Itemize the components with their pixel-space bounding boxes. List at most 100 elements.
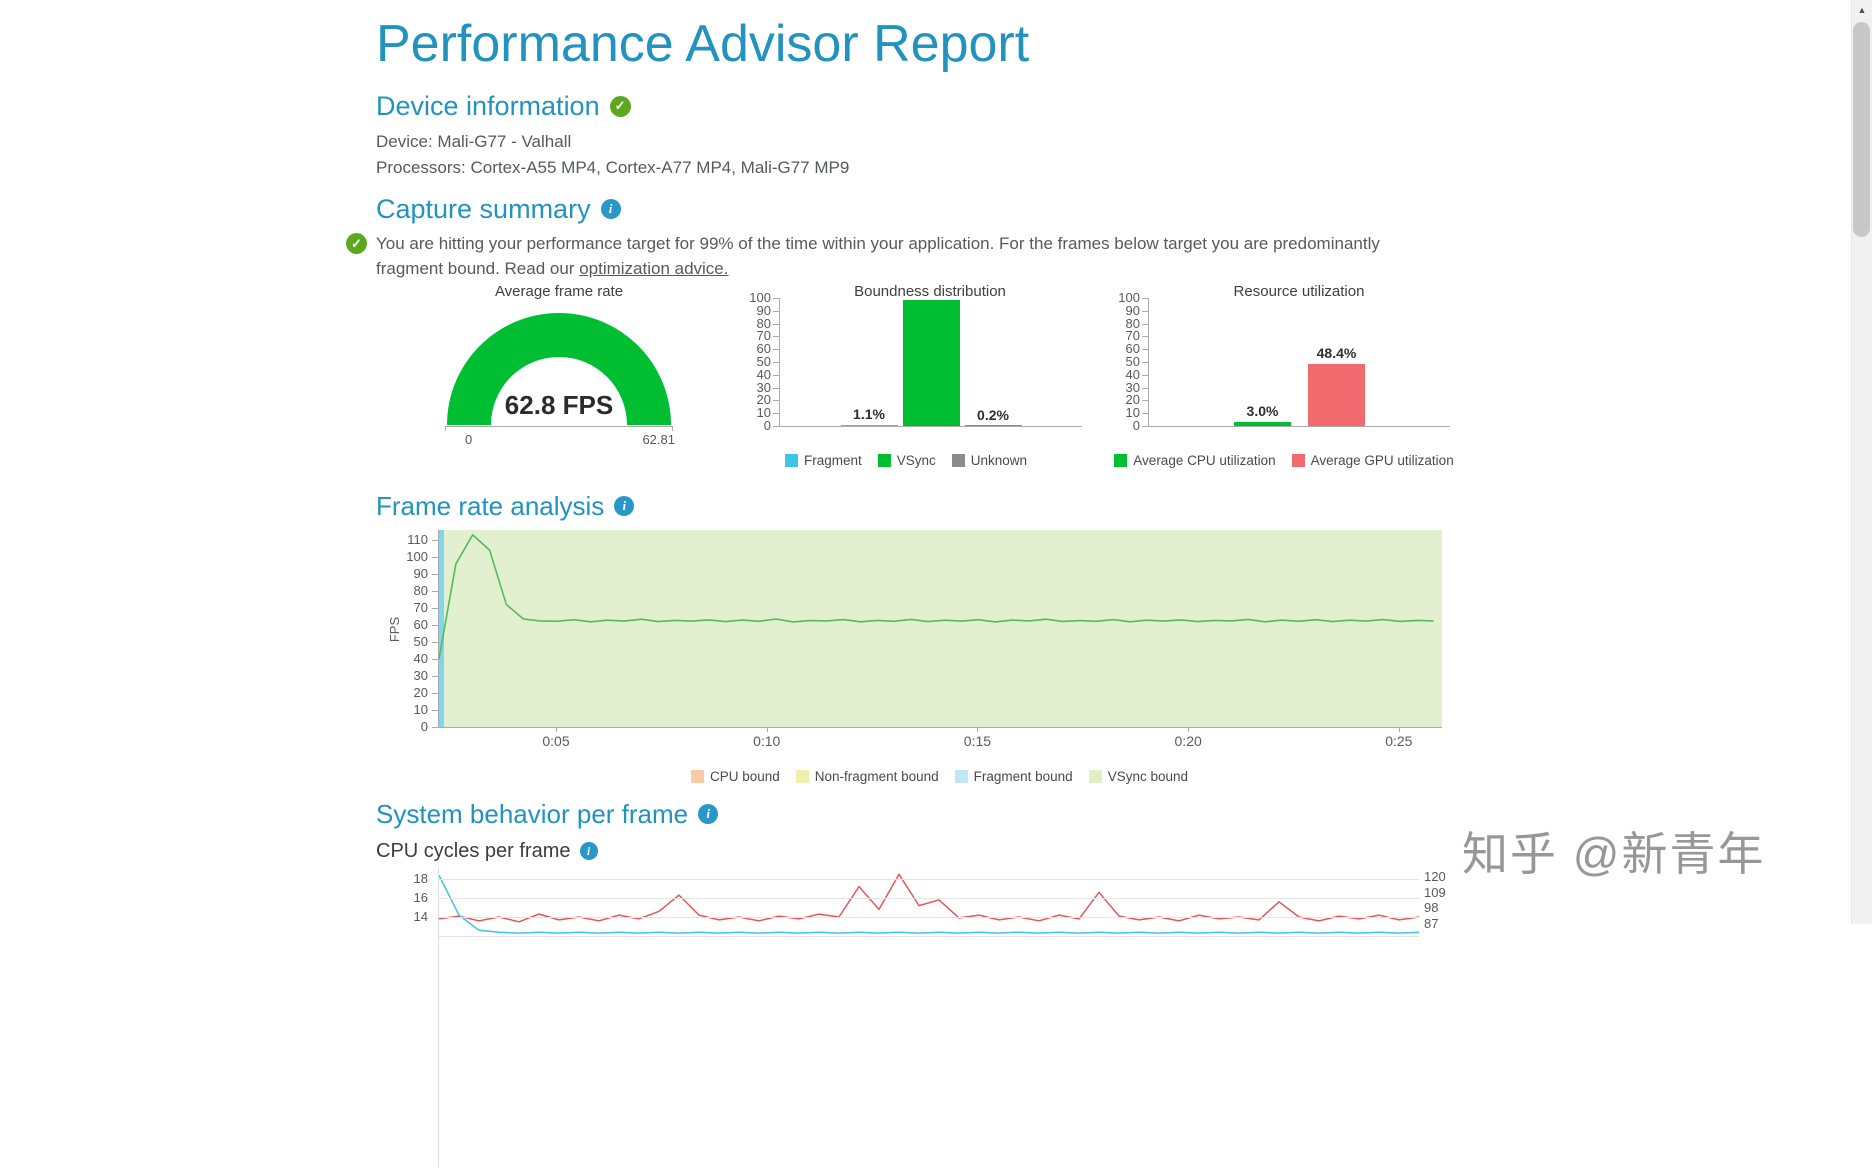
y-tick-mark <box>1142 323 1148 325</box>
y-tick-label: 16 <box>413 890 428 905</box>
gridline <box>439 898 1419 899</box>
y-tick-label: 0 <box>763 418 771 433</box>
bar <box>1308 364 1365 426</box>
y-tick-mark <box>1142 310 1148 312</box>
legend-label: Fragment bound <box>973 769 1073 784</box>
summary-charts-row: Average frame rate 62.8 FPS 0 62.81 Boun… <box>376 283 1454 475</box>
y-tick-mark <box>773 323 779 325</box>
info-icon[interactable]: i <box>600 199 621 219</box>
y-tick-mark <box>432 608 438 609</box>
legend-item: CPU bound <box>691 769 780 784</box>
bar <box>964 425 1022 426</box>
gridline <box>439 917 1419 918</box>
y-tick-label: 80 <box>413 583 428 598</box>
capture-summary-text: You are hitting your performance target … <box>376 231 1442 281</box>
y-tick-mark <box>1142 413 1148 415</box>
fps-plot-area: Time (s) <box>432 530 1442 728</box>
frame-rate-analysis-heading-text: Frame rate analysis <box>376 491 605 521</box>
chart-title: Resource utilization <box>1233 283 1365 300</box>
cpu-cycles-heading: CPU cycles per frame i <box>376 838 1442 864</box>
y-tick-label: 50 <box>1125 354 1140 369</box>
bar-value-label: 48.4% <box>1316 345 1357 362</box>
chart-title: Average frame rate <box>494 283 624 300</box>
legend-swatch-icon <box>1088 770 1102 783</box>
scroll-up-arrow-icon[interactable]: ▲ <box>1857 5 1867 15</box>
chart-legend: Average CPU utilization Average GPU utili… <box>1094 453 1474 468</box>
cpu-plot-area <box>438 867 1420 1167</box>
bar-value-label: 1.1% <box>853 405 885 422</box>
legend-swatch-icon <box>877 454 891 467</box>
gauge-min-label: 0 <box>465 432 473 447</box>
bar <box>840 424 898 426</box>
pass-badge-icon: ✓ <box>346 233 367 254</box>
optimization-advice-link[interactable]: optimization advice. <box>579 259 729 278</box>
y-tick-mark <box>432 710 438 711</box>
y-tick-mark <box>432 625 438 626</box>
info-icon[interactable]: i <box>614 496 635 516</box>
legend-swatch-icon <box>1114 454 1128 467</box>
gauge-axis <box>445 426 673 431</box>
legend-item: Unknown <box>951 453 1028 468</box>
info-icon[interactable]: i <box>579 842 598 860</box>
y-tick-label: 10 <box>756 405 771 421</box>
y-tick-mark <box>1142 374 1148 376</box>
y-tick-label: 40 <box>1125 366 1140 382</box>
y-tick-label: 20 <box>1125 392 1140 408</box>
y-tick-label: 30 <box>1125 379 1140 395</box>
y-tick-mark <box>432 540 438 541</box>
page-title: Performance Advisor Report <box>376 15 1030 73</box>
x-tick-label: 0:10 <box>753 733 781 749</box>
y-tick-mark <box>1142 336 1148 338</box>
scrollbar[interactable]: ▲ <box>1851 0 1872 924</box>
y-tick-label: 90 <box>1125 302 1140 318</box>
scrollbar-thumb[interactable] <box>1853 22 1870 237</box>
cpu-cycles-lines <box>438 872 1420 934</box>
y-tick-mark <box>1142 387 1148 389</box>
legend-label: Unknown <box>970 453 1028 468</box>
legend-swatch-icon <box>954 770 968 783</box>
info-icon[interactable]: i <box>698 804 719 824</box>
y-tick-label: 90 <box>756 302 771 318</box>
y-tick-mark <box>432 659 438 660</box>
average-frame-rate-chart: Average frame rate 62.8 FPS 0 62.81 <box>429 283 689 475</box>
y-axis-labels: 0 10 20 30 40 50 60 70 80 90 100 <box>725 291 775 433</box>
bar-plot-area: 1.1% 0.2% <box>773 298 1082 427</box>
legend-swatch-icon <box>1291 454 1305 467</box>
y-axis-labels: 0 10 20 30 40 50 60 70 80 90 100 110 <box>382 530 432 734</box>
gridline <box>439 936 1419 937</box>
y-tick-label: 110 <box>407 532 428 547</box>
y-tick-mark <box>1142 426 1148 427</box>
y-tick-label: 20 <box>756 392 771 408</box>
y-tick-label: 0 <box>420 719 428 734</box>
y-tick-mark <box>773 387 779 389</box>
x-axis-labels: 0:05 0:10 0:15 0:20 0:25 <box>438 733 1441 751</box>
chart-legend: Fragment VSync Unknown <box>725 453 1087 468</box>
y-tick-label: 10 <box>1125 405 1140 421</box>
y-tick-label: 18 <box>413 871 428 886</box>
x-tick-mark <box>977 727 979 732</box>
y-tick-mark <box>1142 298 1148 299</box>
y-tick-label: 60 <box>756 341 771 357</box>
x-tick-label: 0:05 <box>542 733 570 749</box>
chart-title: Boundness distribution <box>854 283 1006 300</box>
device-info-heading-text: Device information <box>376 91 600 121</box>
y-tick-mark <box>773 413 779 415</box>
legend-item: VSync bound <box>1088 769 1188 784</box>
y-tick-mark <box>773 336 779 338</box>
boundness-distribution-chart: Boundness distribution 0 10 20 30 40 50 60 70 80… <box>725 283 1087 475</box>
cpu-cycles-chart: 18 16 14 120 109 98 87 <box>376 867 1446 1167</box>
y-tick-label: 30 <box>413 668 428 683</box>
gauge-value-label: 62.8 FPS <box>505 390 613 420</box>
legend-label: Non-fragment bound <box>814 769 939 784</box>
y-tick-label: 30 <box>756 379 771 395</box>
y-tick-mark <box>773 426 779 427</box>
x-tick-mark <box>1398 727 1400 732</box>
device-line: Device: Mali-G77 - Valhall <box>376 132 572 151</box>
y-tick-label: 70 <box>1125 328 1140 344</box>
y-tick-label: 20 <box>413 685 428 700</box>
system-behavior-heading: System behavior per frame i <box>376 798 1442 830</box>
capture-summary-heading: Capture summary i <box>376 193 1442 225</box>
y-tick-mark <box>1142 400 1148 402</box>
y-tick-mark <box>773 310 779 312</box>
